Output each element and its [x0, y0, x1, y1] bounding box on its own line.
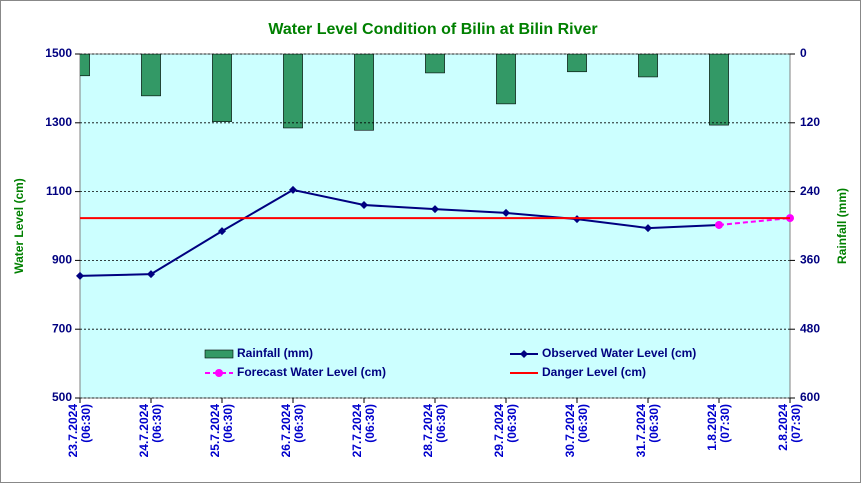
x-tick-label: (06:30): [576, 404, 590, 443]
x-tick-label: (06:30): [434, 404, 448, 443]
x-tick-label: (06:30): [79, 404, 93, 443]
y2-tick-label: 240: [800, 184, 820, 198]
plot-clip: [80, 54, 729, 131]
chart-title: Water Level Condition of Bilin at Bilin …: [268, 21, 597, 38]
y-tick-label: 1300: [45, 115, 72, 129]
bar: [80, 54, 90, 77]
bar: [638, 54, 658, 78]
x-tick-label: 23.7.2024: [66, 404, 80, 458]
point: [431, 205, 439, 214]
bar: [283, 54, 303, 129]
point: [218, 227, 226, 236]
legend-label: Observed Water Level (cm): [542, 346, 696, 360]
y2-tick-label: 0: [800, 46, 807, 60]
x-tick-label: (07:30): [718, 404, 732, 443]
bar: [496, 54, 516, 105]
plot-area: [79, 53, 791, 399]
x-tick-label: 25.7.2024: [208, 404, 222, 458]
point: [147, 270, 155, 279]
line: [718, 217, 791, 226]
point: [520, 350, 528, 358]
y2-tick-label: 480: [800, 321, 820, 335]
x-tick-label: 28.7.2024: [421, 404, 435, 458]
x-tick-label: (06:30): [647, 404, 661, 443]
x-tick-label: 24.7.2024: [137, 404, 151, 458]
x-tick-label: 31.7.2024: [634, 404, 648, 458]
y-tick-label: 900: [52, 253, 72, 267]
x-tick-label: (06:30): [292, 404, 306, 443]
point: [715, 220, 723, 229]
y-tick-label: 500: [52, 390, 72, 404]
y2-tick-label: 120: [800, 115, 820, 129]
bar: [354, 54, 374, 131]
y2-tick-label: 600: [800, 390, 820, 404]
x-tick-label: (06:30): [363, 404, 377, 443]
point: [644, 224, 652, 233]
x-tick-label: 1.8.2024: [705, 404, 719, 451]
legend-swatch: [204, 349, 234, 359]
x-tick-label: 29.7.2024: [492, 404, 506, 458]
y-tick-label: 1100: [46, 184, 72, 198]
point: [289, 185, 297, 194]
legend-label: Rainfall (mm): [237, 346, 313, 360]
x-tick-label: (07:30): [789, 404, 803, 443]
y-tick-label: 1500: [45, 46, 72, 60]
bar: [425, 54, 445, 74]
x-tick-label: 2.8.2024: [776, 404, 790, 451]
bar: [567, 54, 587, 73]
point: [76, 271, 84, 280]
x-tick-label: (06:30): [150, 404, 164, 443]
line: [79, 188, 720, 277]
x-tick-label: (06:30): [221, 404, 235, 443]
bar: [141, 54, 161, 97]
y2-tick-label: 360: [800, 253, 820, 267]
x-tick-label: 30.7.2024: [563, 404, 577, 458]
y-axis-label: Water Level (cm): [12, 178, 26, 274]
x-tick-label: 26.7.2024: [279, 404, 293, 458]
bar: [709, 54, 729, 126]
y2-axis-label: Rainfall (mm): [835, 188, 849, 264]
bar: [212, 54, 232, 122]
y-tick-label: 700: [52, 321, 72, 335]
x-tick-label: 27.7.2024: [350, 404, 364, 458]
point: [502, 208, 510, 217]
point: [215, 369, 223, 377]
legend-label: Danger Level (cm): [542, 365, 646, 379]
point: [360, 201, 368, 210]
legend-label: Forecast Water Level (cm): [237, 365, 386, 379]
x-tick-label: (06:30): [505, 404, 519, 443]
